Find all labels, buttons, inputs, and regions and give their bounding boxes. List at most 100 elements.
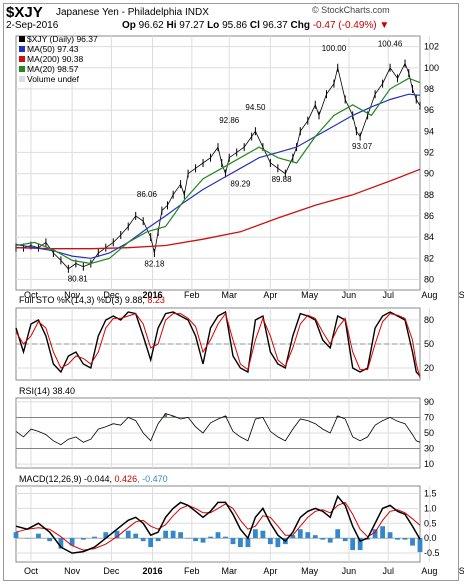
chart-symbol: $XJY	[6, 4, 43, 21]
macd-hist-bar-8	[103, 532, 109, 539]
rsi-ytick-label-4: 90	[424, 397, 434, 407]
ma50-line	[15, 93, 421, 259]
macd-hist-bar-7	[92, 536, 97, 539]
macd-hist-bar-28	[260, 530, 266, 539]
month-label-1-7: May	[301, 566, 319, 576]
macd-hist-bar-43	[372, 529, 378, 539]
macd-hist-bar-14	[155, 538, 161, 542]
macd-ytick-label-1: 0.0	[424, 533, 437, 543]
macd-hist-bar-38	[335, 529, 341, 539]
month-label-0-6: Apr	[263, 290, 277, 300]
macd-hist-bar-47	[402, 538, 408, 540]
ma20-line	[15, 77, 421, 265]
sto-ytick-label-1: 50	[424, 339, 434, 349]
month-label-1-9: Jul	[382, 566, 394, 576]
price-ytick-label-0: 80	[424, 274, 434, 284]
month-label-1-4: Feb	[184, 566, 200, 576]
macd-hist-bar-6	[80, 538, 86, 540]
ma200-icon	[19, 56, 25, 62]
macd-hist-bar-4	[58, 538, 64, 549]
header-values: Op 96.62 Hi 97.27 Lo 95.86 Cl 96.37 Chg …	[122, 20, 389, 31]
sto-d-line	[15, 312, 421, 378]
month-label-0-5: Mar	[221, 290, 237, 300]
macd-hist-bar-49	[417, 538, 423, 553]
down-arrow-icon: ▼	[379, 20, 390, 31]
month-label-1-5: Mar	[221, 566, 237, 576]
month-label-0-9: Jul	[382, 290, 394, 300]
instrument-name: Japanese Yen - Philadelphia	[56, 7, 183, 18]
macd-hist-bar-30	[275, 538, 281, 548]
price-annotation-2: 86.06	[137, 190, 158, 199]
macd-hist-bar-18	[185, 538, 191, 539]
price-ytick-label-11: 102	[424, 42, 439, 52]
rsi-ytick-label-0: 10	[424, 459, 434, 469]
price-annotation-5: 94.50	[245, 103, 266, 112]
price-annotation-6: 89.88	[272, 175, 293, 184]
macd-hist-bar-21	[208, 536, 213, 539]
macd-hist-bar-25	[238, 538, 243, 548]
price-annotation-0: 80.81	[68, 275, 89, 284]
rsi-ytick-label-1: 30	[424, 444, 434, 454]
macd-line	[15, 494, 421, 554]
lo-label: Lo	[207, 20, 220, 31]
month-label-1-0: Oct	[24, 566, 39, 576]
stockcharts-logo: © StockCharts.com	[312, 5, 390, 15]
macd-hist-bar-11	[133, 533, 139, 539]
macd-hist-bar-3	[47, 538, 53, 542]
price-icon	[19, 36, 25, 42]
macd-hist-bar-2	[36, 533, 41, 539]
month-label-0-4: Feb	[184, 290, 200, 300]
legend-entry-0: $XJY (Daily) 96.37	[27, 34, 98, 44]
price-annotation-1: 82.18	[144, 260, 165, 269]
exchange-label: INDX	[185, 7, 209, 18]
month-label-0-8: Jun	[342, 290, 357, 300]
rsi-ytick-label-3: 70	[424, 412, 434, 422]
macd-hist-bar-1	[24, 538, 30, 539]
month-label-0-3: 2016	[143, 290, 163, 300]
close-value: 96.37	[262, 20, 288, 31]
sto-ytick-label-2: 80	[424, 315, 434, 325]
price-annotation-7: 100.00	[322, 44, 347, 53]
change-value: -0.47 (-0.49%)	[312, 20, 377, 31]
sto-k-line	[15, 310, 421, 377]
macd-hist-bar-5	[69, 538, 75, 546]
price-ytick-label-9: 98	[424, 84, 434, 94]
price-ytick-label-2: 84	[424, 232, 434, 242]
price-ytick-label-6: 92	[424, 147, 434, 157]
legend-entry-3: MA(20) 98.57	[27, 64, 79, 74]
macd-hist-bar-23	[223, 536, 228, 539]
price-ytick-label-5: 90	[424, 169, 434, 179]
price-ytick-label-1: 82	[424, 253, 434, 263]
macd-hist-bar-0	[13, 532, 19, 539]
price-annotation-9: 100.46	[378, 40, 403, 49]
macd-hist-bar-34	[305, 532, 311, 539]
macd-hist-bar-20	[200, 538, 206, 543]
macd-hist-bar-45	[387, 532, 393, 539]
macd-hist-bar-44	[380, 526, 385, 539]
month-label-1-10: Aug	[421, 566, 437, 576]
low-value: 95.86	[222, 20, 248, 31]
macd-hist-bar-22	[215, 532, 221, 539]
macd-panel-border	[15, 485, 421, 563]
macd-label: MACD(12,26,9) -0.044, 0.426, -0.470	[19, 474, 168, 484]
month-label-1-2: Dec	[103, 566, 120, 576]
price-annotation-4: 89.29	[230, 179, 251, 188]
legend-entry-2: MA(200) 90.38	[27, 54, 83, 64]
macd-hist-bar-19	[193, 538, 198, 542]
price-ytick-label-4: 88	[424, 190, 434, 200]
chart-name: Japanese Yen - Philadelphia INDX	[56, 7, 209, 18]
macd-ytick-label-3: 1.0	[424, 503, 437, 513]
macd-hist-bar-9	[114, 530, 120, 539]
month-label-1-6: Apr	[263, 566, 277, 576]
macd-hist-bar-32	[290, 535, 296, 539]
macd-hist-bar-13	[148, 538, 154, 548]
month-label-0-2: Dec	[103, 290, 120, 300]
price-ytick-label-7: 94	[424, 126, 434, 136]
macd-hist-bar-35	[312, 535, 318, 539]
price-annotation-8: 93.07	[352, 142, 373, 151]
macd-ytick-label-4: 1.5	[424, 488, 437, 498]
macd-hist-bar-17	[178, 532, 183, 539]
macd-ytick-label-0: -0.5	[424, 548, 440, 558]
rsi-ytick-label-2: 50	[424, 428, 434, 438]
